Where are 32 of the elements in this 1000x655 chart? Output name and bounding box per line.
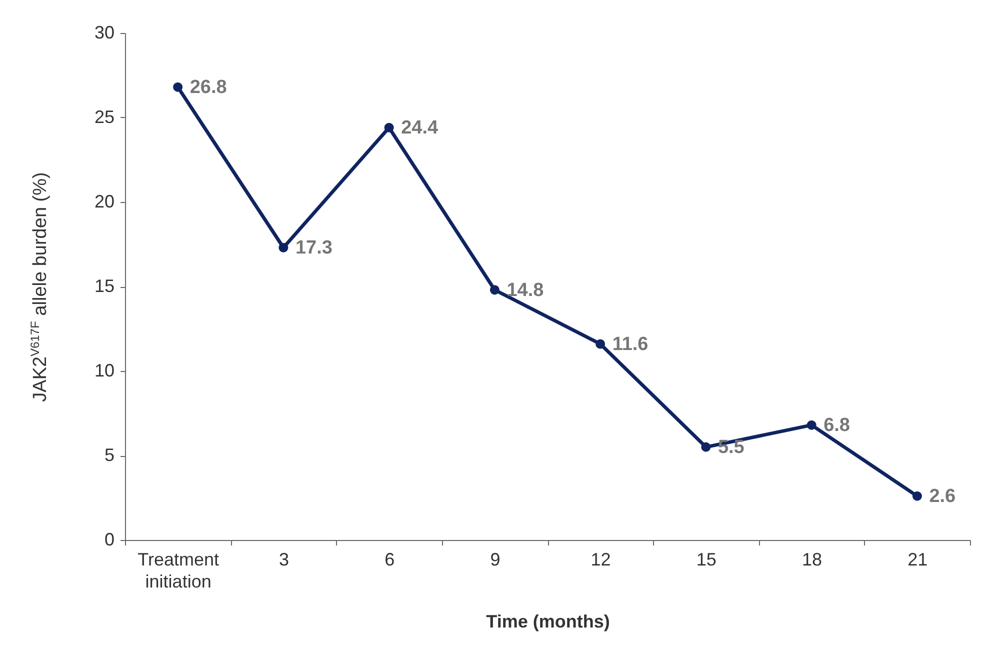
point xyxy=(701,442,711,452)
point xyxy=(173,82,183,92)
y-tick-label: 30 xyxy=(94,22,114,42)
data-label: 11.6 xyxy=(612,334,648,355)
point xyxy=(490,285,500,295)
data-label: 24.4 xyxy=(401,118,438,139)
x-tick-label: Treatment initiation xyxy=(138,550,219,592)
data-label: 2.6 xyxy=(929,486,956,508)
y-tick-label: 0 xyxy=(104,530,114,550)
point xyxy=(912,491,922,501)
y-tick-label: 20 xyxy=(94,192,114,212)
data-label: 5.5 xyxy=(718,437,745,458)
x-tick-label: 21 xyxy=(908,550,928,570)
x-tick-label: 9 xyxy=(490,550,500,570)
x-tick-label: 3 xyxy=(278,550,289,570)
y-tick-label: 25 xyxy=(94,107,114,127)
y-tick-label: 5 xyxy=(104,445,114,465)
x-tick-label: 18 xyxy=(802,550,822,570)
y-tick-label: 10 xyxy=(94,360,114,380)
point xyxy=(278,242,288,252)
x-tick-label: 6 xyxy=(384,550,395,570)
data-label: 6.8 xyxy=(824,415,850,436)
x-axis-title: Time (months) xyxy=(486,612,610,632)
x-tick-label: 15 xyxy=(696,550,716,570)
data-label: 17.3 xyxy=(295,238,332,259)
point xyxy=(384,122,394,132)
point xyxy=(596,339,606,349)
y-tick-label: 15 xyxy=(94,276,114,296)
data-label: 26.8 xyxy=(190,77,227,98)
point xyxy=(806,420,816,430)
x-tick-label: 12 xyxy=(590,550,611,570)
data-label: 14.8 xyxy=(506,280,544,301)
